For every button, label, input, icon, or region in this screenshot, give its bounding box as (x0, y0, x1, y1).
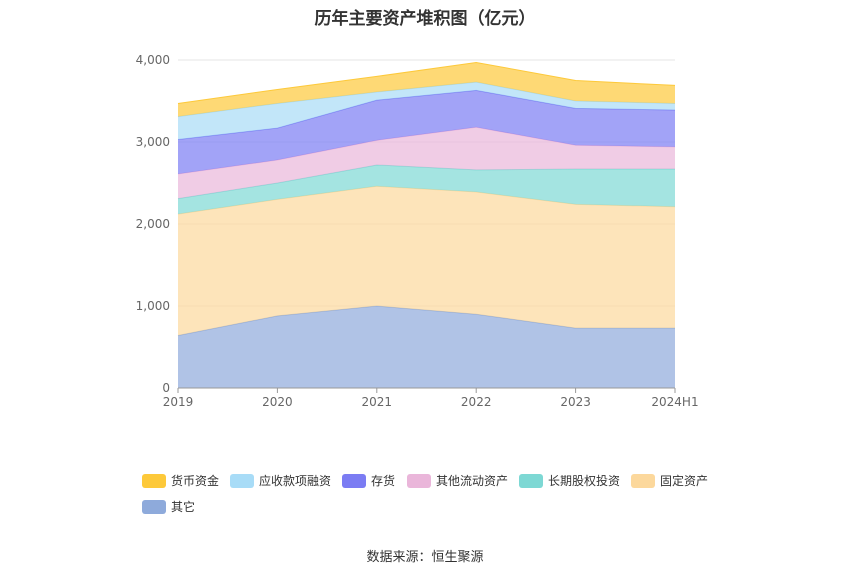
legend-label: 长期股权投资 (548, 474, 621, 488)
area-series-layer (177, 61, 676, 388)
legend-label: 存货 (371, 474, 396, 488)
axes: 0 1,000 2,000 3,000 4,000 2019 2020 2021 2022 202… (136, 53, 699, 409)
legend-label: 其他流动资产 (436, 474, 509, 488)
y-tick-label: 4,000 (136, 53, 170, 67)
legend-swatch (631, 473, 655, 488)
y-tick-label: 1,000 (136, 299, 170, 313)
y-tick-label: 2,000 (136, 217, 170, 231)
x-tick-label: 2020 (262, 395, 293, 409)
legend-swatch (142, 499, 166, 514)
legend-label: 应收款项融资 (259, 474, 332, 488)
series-1-area (178, 186, 675, 336)
y-tick-label: 3,000 (136, 135, 170, 149)
legend-swatch (407, 473, 431, 488)
x-tick-label: 2021 (362, 395, 393, 409)
y-tick-label: 0 (162, 381, 170, 395)
legend-item[interactable]: 固定资产 (631, 472, 708, 489)
x-tick-label: 2019 (163, 395, 194, 409)
x-tick-label: 2024H1 (651, 395, 698, 409)
x-tick-label: 2022 (461, 395, 492, 409)
legend-item[interactable]: 长期股权投资 (519, 472, 620, 489)
x-tick-label: 2023 (560, 395, 591, 409)
legend-label: 固定资产 (660, 474, 709, 488)
legend-item[interactable]: 货币资金 (142, 472, 219, 489)
legend-label: 其它 (171, 500, 196, 514)
legend-item[interactable]: 其他流动资产 (407, 472, 508, 489)
legend-label: 货币资金 (171, 474, 220, 488)
series-6-line (177, 61, 676, 104)
legend-swatch (230, 473, 254, 488)
series-2-area (178, 164, 675, 215)
legend-swatch (519, 473, 543, 488)
series-0-area (178, 306, 675, 388)
legend-item[interactable]: 应收款项融资 (230, 472, 331, 489)
legend-swatch (142, 473, 166, 488)
source-note: 数据来源：恒生聚源 (366, 550, 484, 565)
series-4-area (178, 90, 675, 174)
legend-item[interactable]: 存货 (342, 472, 395, 489)
chart-title: 历年主要资产堆积图（亿元） (314, 9, 536, 29)
legend-item[interactable]: 其它 (142, 498, 195, 515)
series-3-area (178, 127, 675, 199)
legend-swatch (342, 473, 366, 488)
